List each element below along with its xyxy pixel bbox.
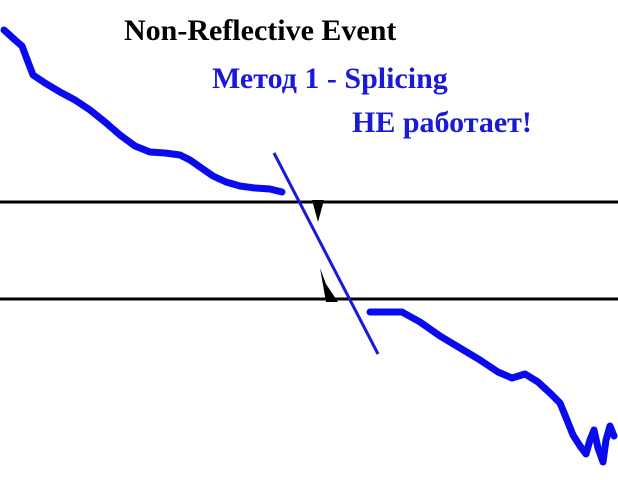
lower-wedge-mark <box>320 268 338 302</box>
splice-cut-line <box>272 152 380 355</box>
trace-segment-before-event <box>0 26 286 196</box>
method-label: Метод 1 - Splicing <box>212 62 448 95</box>
trace-segment-after-event <box>366 308 618 466</box>
status-label: НЕ работает! <box>352 106 532 139</box>
diagram-title: Non-Reflective Event <box>124 14 397 47</box>
upper-wedge-mark <box>312 200 324 222</box>
